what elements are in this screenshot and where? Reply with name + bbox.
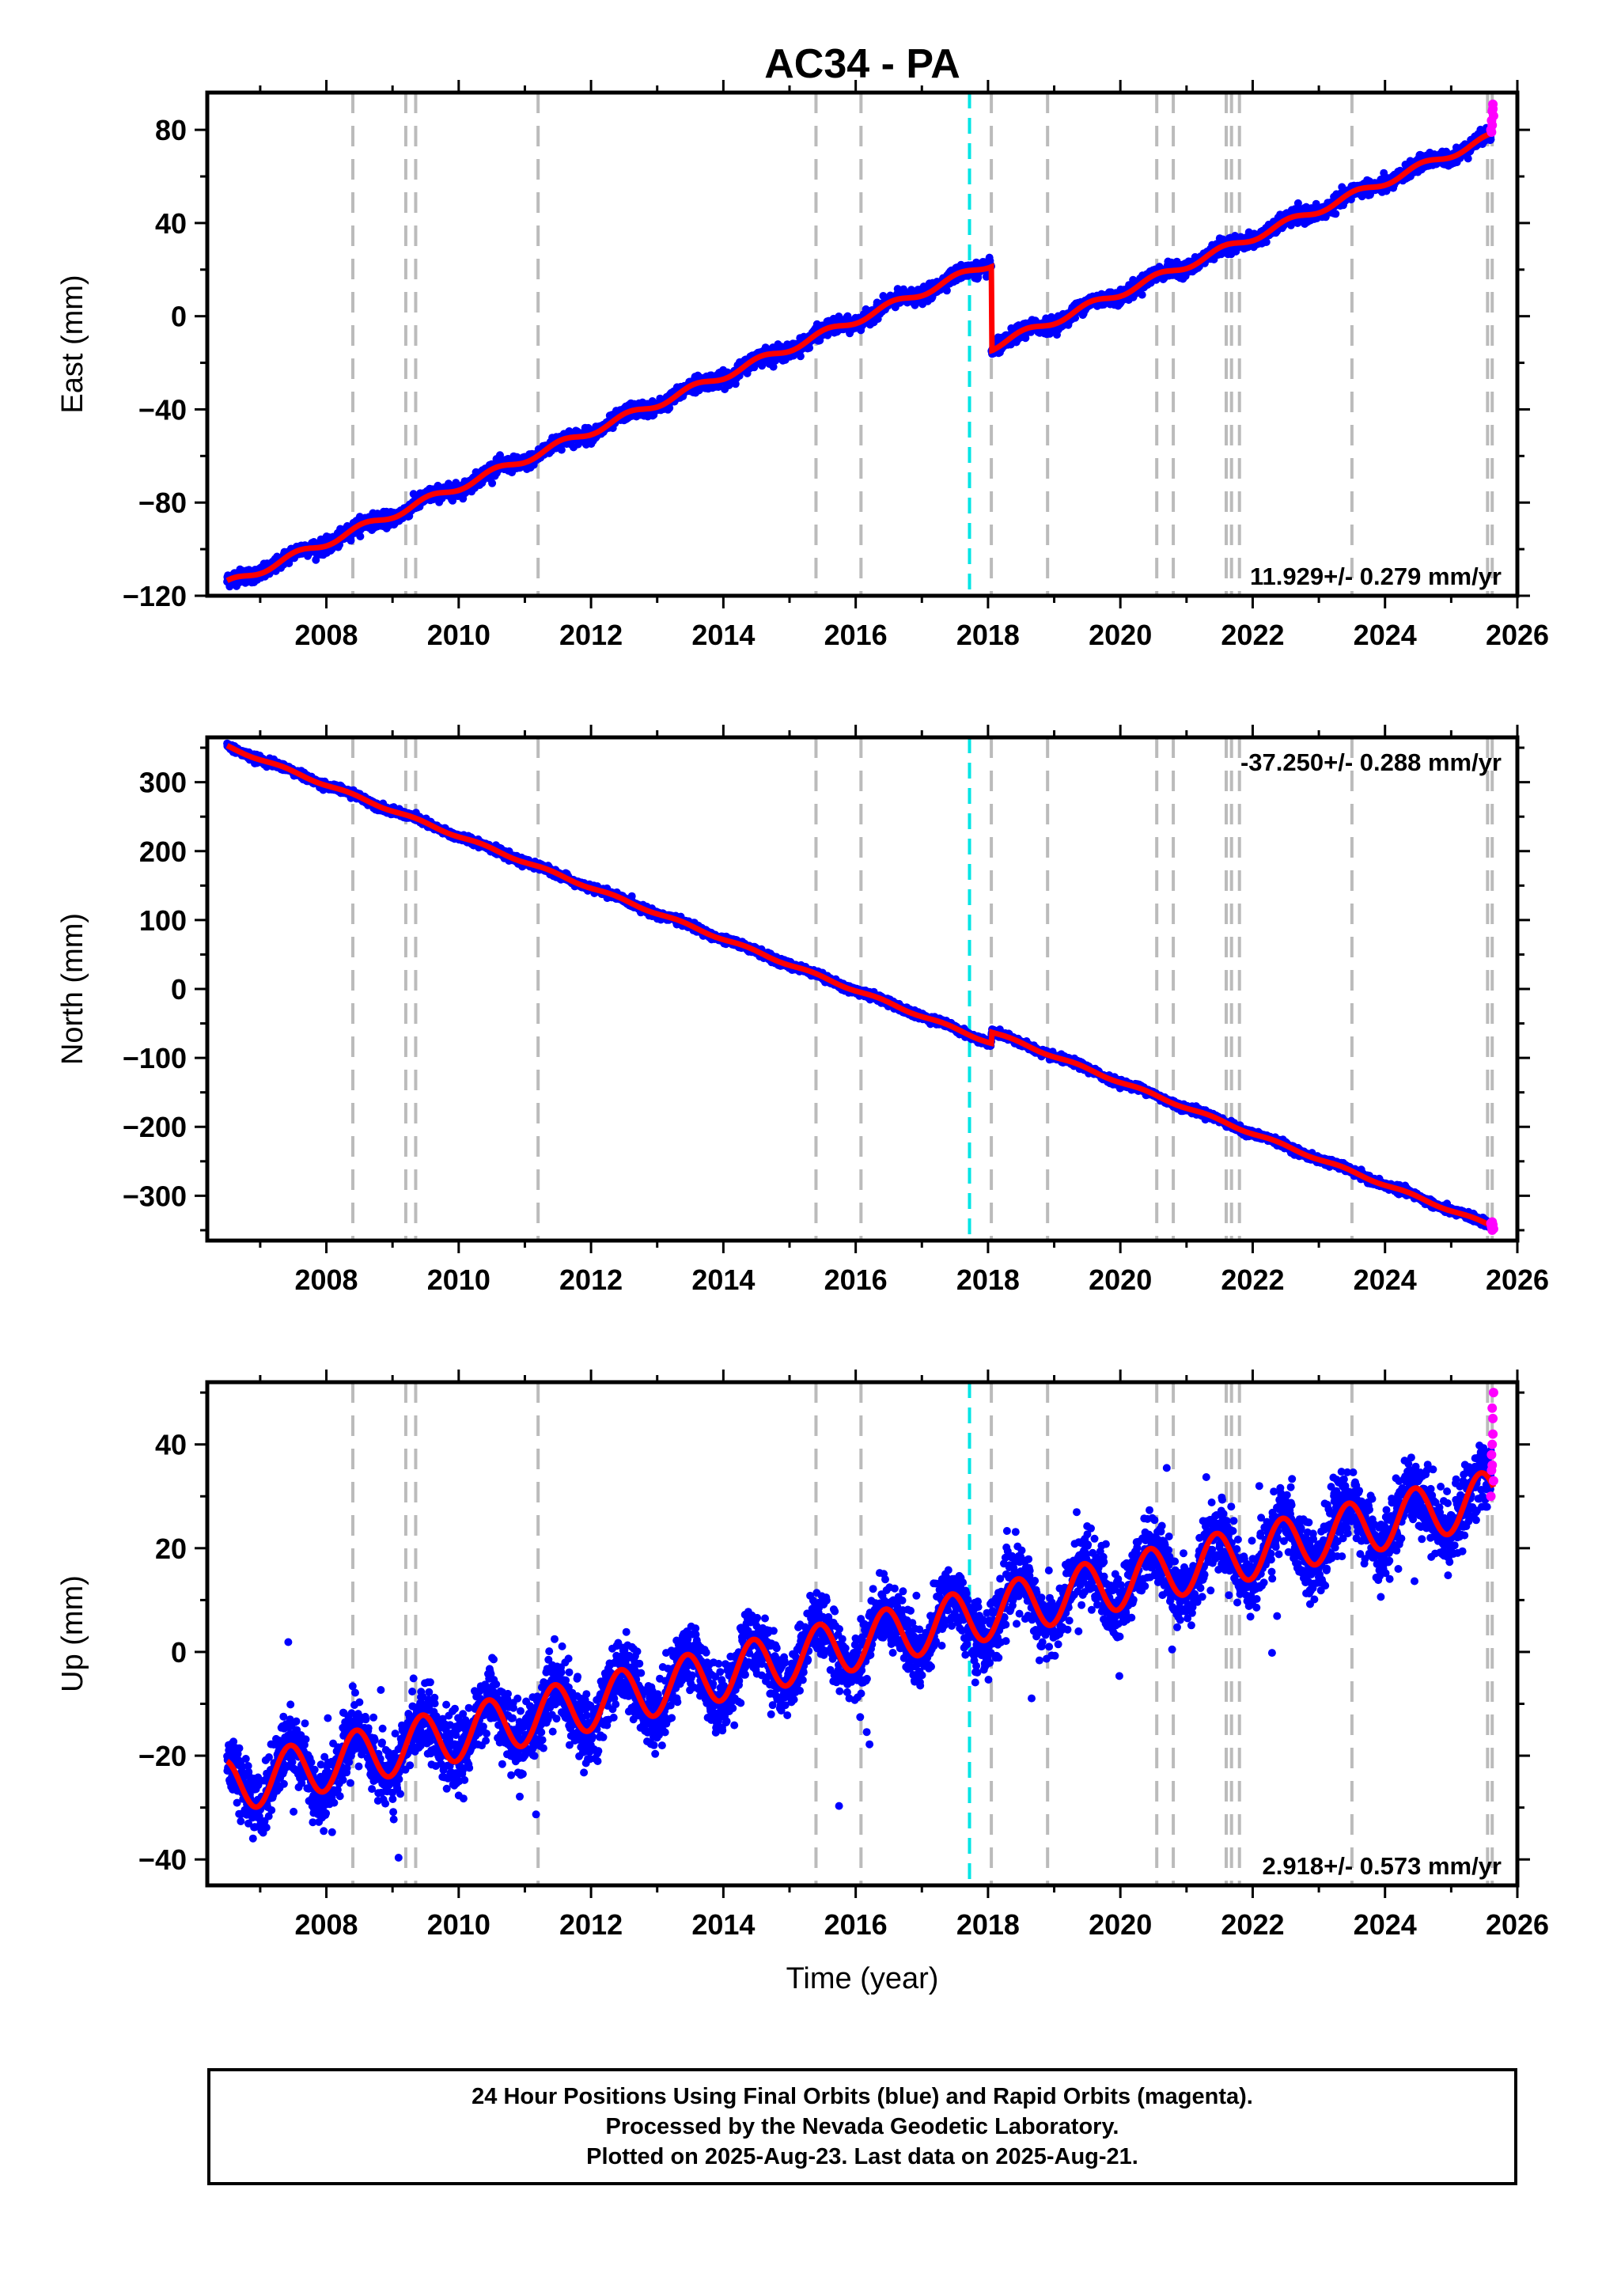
data-point [557,445,566,454]
chart-title: AC34 - PA [764,41,960,87]
data-point [1138,290,1146,299]
data-point [1331,210,1340,218]
panel-east: 2008 2010 2012 2014 2016 2018 2020 2022 2024 2026… [56,80,1549,651]
panels: 2008 2010 2012 2014 2016 2018 2020 2022 2024 2026… [56,80,1549,1941]
data-point [796,352,805,361]
plot-area [223,93,1498,596]
final-orbit-points [223,123,1495,591]
data-point [356,532,365,540]
data-point [347,536,355,545]
data-point [449,496,457,505]
data-point [488,479,497,487]
data-point [1464,154,1472,163]
